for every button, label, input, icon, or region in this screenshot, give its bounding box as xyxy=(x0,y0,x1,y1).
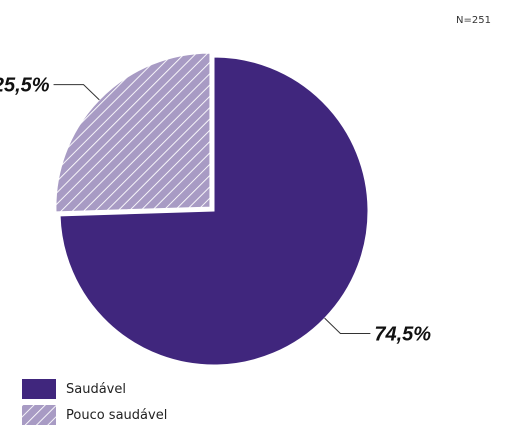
legend-item-saudavel: Saudável xyxy=(22,376,167,402)
leader-line xyxy=(325,318,371,333)
legend-label-pouco-saudavel: Pouco saudável xyxy=(66,408,167,423)
slice-pouco-saudavel xyxy=(56,53,210,212)
slice-label-saudavel: 74,5% xyxy=(374,323,431,345)
legend-item-pouco-saudavel: Pouco saudável xyxy=(22,402,167,428)
slice-label-pouco-saudavel: 25,5% xyxy=(0,75,50,97)
leader-line xyxy=(54,85,100,100)
legend: Saudável Pouco saudável xyxy=(22,376,167,428)
legend-label-saudavel: Saudável xyxy=(66,382,126,397)
legend-swatch-saudavel xyxy=(22,379,56,399)
legend-swatch-pouco-saudavel xyxy=(22,405,56,425)
